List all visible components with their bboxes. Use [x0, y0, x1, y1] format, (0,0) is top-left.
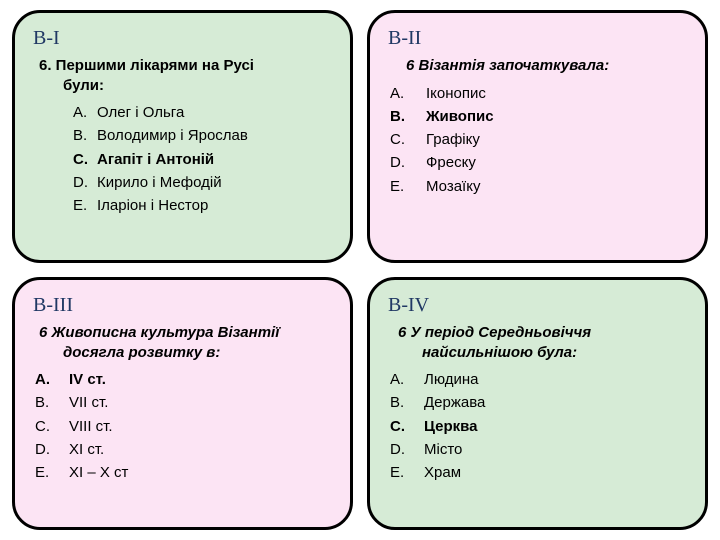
option-text: Мозаїку [426, 175, 480, 198]
option-letter: B. [35, 391, 69, 414]
option-text: Місто [424, 438, 462, 461]
option-text: Графіку [426, 128, 480, 151]
option-b: B.Держава [390, 391, 687, 414]
card-v4: В-IV 6 У період Середньовіччя найсильніш… [367, 277, 708, 530]
option-letter: D. [73, 171, 97, 194]
option-text: Живопис [426, 105, 494, 128]
option-c: C.Агапіт і Антоній [73, 148, 332, 171]
option-c: C.VIII ст. [35, 415, 332, 438]
question-line2: досягла розвитку в: [39, 343, 332, 363]
option-text: Людина [424, 368, 479, 391]
card-v3: В-ІІІ 6 Живописна культура Візантії дося… [12, 277, 353, 530]
option-letter: D. [35, 438, 69, 461]
question-text: 6. Першими лікарями на Русі були: [33, 56, 332, 95]
option-letter: D. [390, 151, 426, 174]
option-letter: C. [35, 415, 69, 438]
option-letter: E. [390, 175, 426, 198]
option-a: A.Людина [390, 368, 687, 391]
option-e: E.Мозаїку [390, 175, 687, 198]
option-letter: A. [390, 368, 424, 391]
question-text: 6 Живописна культура Візантії досягла ро… [33, 323, 332, 362]
option-e: E.Іларіон і Нестор [73, 194, 332, 217]
question-line1: 6 Живописна культура Візантії [39, 324, 279, 341]
question-text: 6 Візантія започаткувала: [388, 56, 687, 76]
option-text: ХІ – Х ст [69, 461, 128, 484]
option-text: VIII ст. [69, 415, 113, 438]
option-letter: C. [390, 415, 424, 438]
option-letter: A. [35, 368, 69, 391]
question-line2: були: [39, 76, 332, 96]
option-a: A.Іконопис [390, 82, 687, 105]
option-a: A.IV ст. [35, 368, 332, 391]
option-letter: B. [73, 124, 97, 147]
question-line2: найсильнішою була: [398, 343, 687, 363]
option-letter: C. [73, 148, 97, 171]
card-title: В-ІІІ [33, 294, 332, 317]
option-d: D.Місто [390, 438, 687, 461]
option-text: Володимир і Ярослав [97, 124, 248, 147]
option-letter: A. [73, 101, 97, 124]
options-list: A.IV ст. B.VII ст. C.VIII ст. D.ХІ ст. E… [33, 368, 332, 484]
question-line1: 6. Першими лікарями на Русі [39, 57, 254, 74]
option-b: B.VII ст. [35, 391, 332, 414]
options-list: A.Іконопис B.Живопис C.Графіку D.Фреску … [388, 82, 687, 198]
option-text: Храм [424, 461, 461, 484]
option-text: Держава [424, 391, 485, 414]
option-letter: B. [390, 391, 424, 414]
card-title: В-IV [388, 294, 687, 317]
option-letter: E. [73, 194, 97, 217]
option-text: Кирило і Мефодій [97, 171, 222, 194]
option-c: C.Церква [390, 415, 687, 438]
option-text: Іларіон і Нестор [97, 194, 208, 217]
option-letter: E. [390, 461, 424, 484]
option-text: VII ст. [69, 391, 108, 414]
option-e: E.Храм [390, 461, 687, 484]
card-v2: В-ІІ 6 Візантія започаткувала: A.Іконопи… [367, 10, 708, 263]
option-d: D.Кирило і Мефодій [73, 171, 332, 194]
option-text: Церква [424, 415, 478, 438]
option-letter: B. [390, 105, 426, 128]
option-d: D.ХІ ст. [35, 438, 332, 461]
card-title: В-ІІ [388, 27, 687, 50]
options-list: A.Олег і Ольга B.Володимир і Ярослав C.А… [33, 101, 332, 217]
question-text: 6 У період Середньовіччя найсильнішою бу… [388, 323, 687, 362]
option-c: C.Графіку [390, 128, 687, 151]
option-b: B.Живопис [390, 105, 687, 128]
question-line1: 6 Візантія започаткувала: [406, 57, 609, 74]
option-letter: D. [390, 438, 424, 461]
option-text: ХІ ст. [69, 438, 104, 461]
option-text: IV ст. [69, 368, 106, 391]
option-a: A.Олег і Ольга [73, 101, 332, 124]
card-v1: В-І 6. Першими лікарями на Русі були: A.… [12, 10, 353, 263]
option-d: D.Фреску [390, 151, 687, 174]
option-letter: A. [390, 82, 426, 105]
card-title: В-І [33, 27, 332, 50]
option-letter: E. [35, 461, 69, 484]
option-b: B.Володимир і Ярослав [73, 124, 332, 147]
option-text: Агапіт і Антоній [97, 148, 214, 171]
option-text: Іконопис [426, 82, 486, 105]
option-text: Олег і Ольга [97, 101, 184, 124]
options-list: A.Людина B.Держава C.Церква D.Місто E.Хр… [388, 368, 687, 484]
question-line1: 6 У період Середньовіччя [398, 324, 591, 341]
option-text: Фреску [426, 151, 476, 174]
option-e: E.ХІ – Х ст [35, 461, 332, 484]
option-letter: C. [390, 128, 426, 151]
